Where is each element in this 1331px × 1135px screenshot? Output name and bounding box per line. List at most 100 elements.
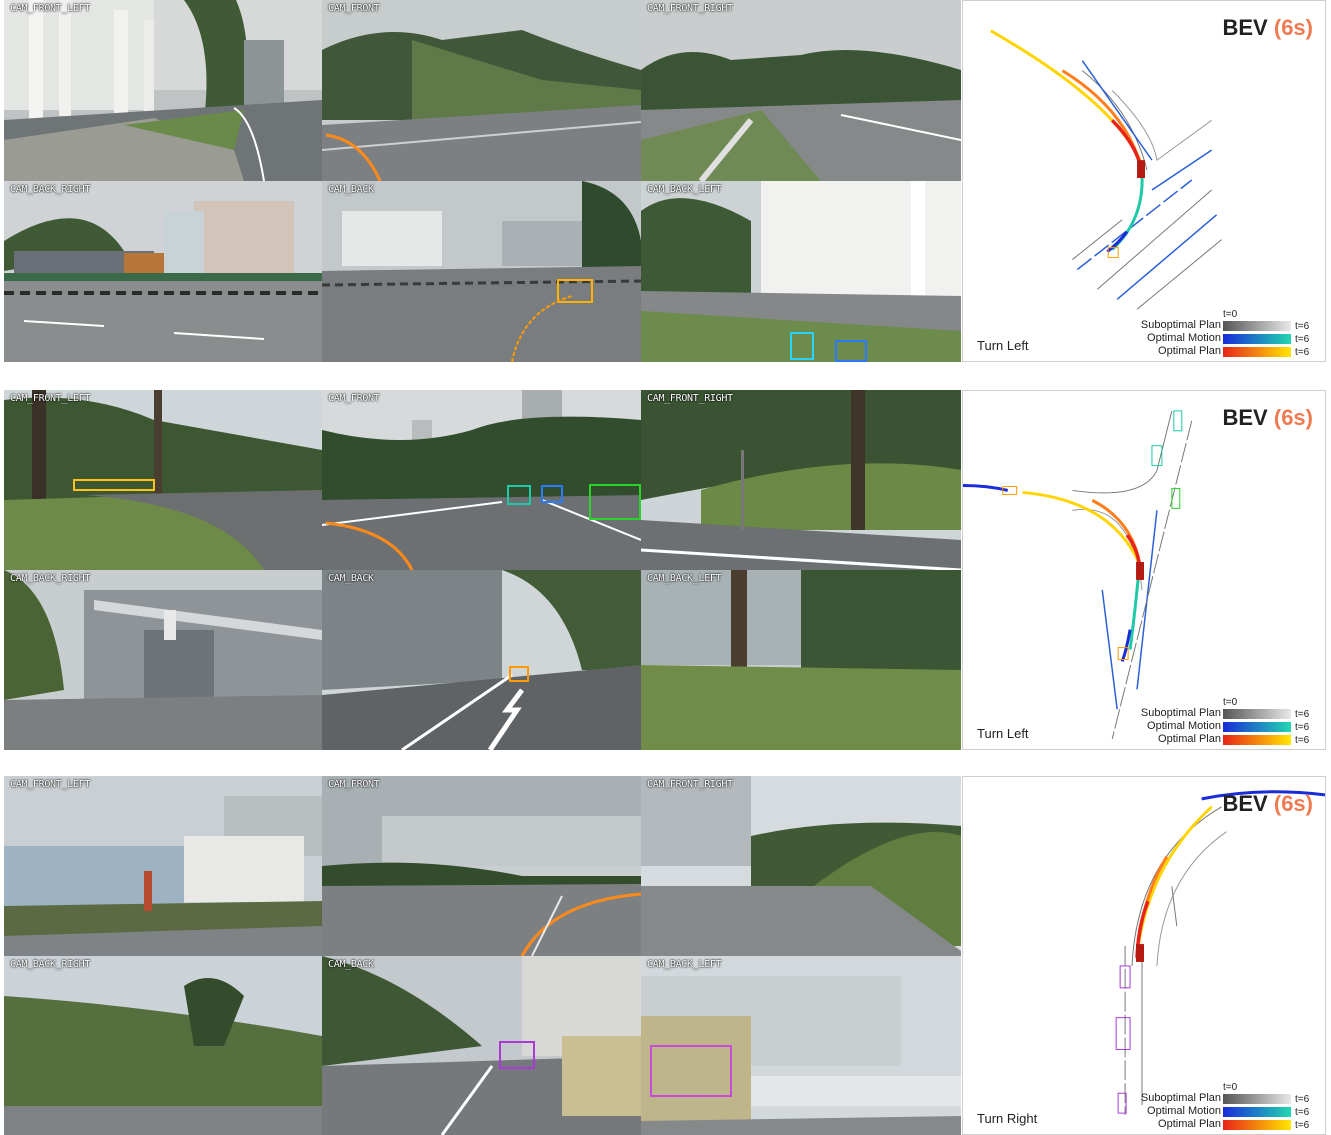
legend-t-start: t=0 [1223, 697, 1238, 708]
legend-label: Optimal Motion [1147, 720, 1221, 732]
cam-back-right-view: CAM_BACK_RIGHT [4, 570, 322, 750]
cam-front-left-view: CAM_FRONT_LEFT [4, 0, 322, 181]
camera-label: CAM_BACK [328, 573, 374, 584]
cam-back-view: CAM_BACK [322, 956, 641, 1135]
camera-label: CAM_FRONT_LEFT [10, 393, 91, 404]
camera-label: CAM_FRONT_RIGHT [647, 779, 733, 790]
cam-front-view: CAM_FRONT [322, 776, 641, 956]
cam-front-right-view: CAM_FRONT_RIGHT [641, 390, 961, 570]
legend-t-end: t=6 [1295, 1094, 1310, 1105]
legend-optimal-plan: Optimal Plan t=6 [1123, 733, 1319, 746]
legend-gradient [1223, 735, 1291, 745]
camera-label: CAM_BACK_RIGHT [10, 184, 91, 195]
camera-label: CAM_FRONT_RIGHT [647, 3, 733, 14]
bev-duration: (6s) [1273, 791, 1313, 816]
bev-legend: t=0 Suboptimal Plan t=6 Optimal Motion t… [1123, 309, 1319, 358]
cam-back-right-view: CAM_BACK_RIGHT [4, 181, 322, 362]
camera-grid-2: CAM_FRONT_LEFT CAM_FRONT [4, 390, 961, 750]
cam-front-right-view: CAM_FRONT_RIGHT [641, 0, 961, 181]
camera-label: CAM_FRONT_RIGHT [647, 393, 733, 404]
legend-label: Suboptimal Plan [1140, 319, 1221, 331]
legend-optimal-motion: Optimal Motion t=6 [1123, 720, 1319, 733]
legend-label: Optimal Motion [1147, 1105, 1221, 1117]
camera-label: CAM_BACK [328, 184, 374, 195]
camera-label: CAM_BACK [328, 959, 374, 970]
cam-front-left-view: CAM_FRONT_LEFT [4, 390, 322, 570]
bev-title: BEV (6s) [1223, 15, 1314, 41]
legend-t-end: t=6 [1295, 735, 1310, 746]
legend-optimal-motion: Optimal Motion t=6 [1123, 1105, 1319, 1118]
legend-gradient [1223, 709, 1291, 719]
bev-map-3 [1115, 790, 1325, 1116]
camera-label: CAM_FRONT [328, 393, 380, 404]
cam-front-view: CAM_FRONT [322, 0, 641, 181]
legend-label: Suboptimal Plan [1140, 1092, 1221, 1104]
legend-optimal-plan: Optimal Plan t=6 [1123, 1118, 1319, 1131]
legend-suboptimal-plan: Suboptimal Plan t=6 [1123, 707, 1319, 720]
bev-map-2 [963, 410, 1193, 740]
legend-t-end: t=6 [1295, 334, 1310, 345]
bev-title-text: BEV [1222, 405, 1268, 430]
legend-t-end: t=6 [1295, 321, 1310, 332]
legend-label: Suboptimal Plan [1140, 707, 1221, 719]
camera-label: CAM_FRONT [328, 3, 380, 14]
camera-label: CAM_BACK_RIGHT [10, 573, 91, 584]
legend-optimal-plan: Optimal Plan t=6 [1123, 345, 1319, 358]
camera-label: CAM_BACK_LEFT [647, 573, 722, 584]
bev-legend: t=0 Suboptimal Plan t=6 Optimal Motion t… [1123, 697, 1319, 746]
camera-label: CAM_BACK_RIGHT [10, 959, 91, 970]
cam-back-left-view: CAM_BACK_LEFT [641, 181, 961, 362]
cam-back-view: CAM_BACK [322, 570, 641, 750]
legend-optimal-motion: Optimal Motion t=6 [1123, 332, 1319, 345]
cam-back-right-view: CAM_BACK_RIGHT [4, 956, 322, 1135]
legend-label: Optimal Motion [1147, 332, 1221, 344]
legend-label: Optimal Plan [1158, 733, 1221, 745]
cam-front-view: CAM_FRONT [322, 390, 641, 570]
bev-panel-3: BEV (6s) Turn Right t=0 Suboptimal Plan … [962, 776, 1326, 1135]
bev-title: BEV (6s) [1223, 791, 1314, 817]
legend-gradient [1223, 722, 1291, 732]
maneuver-label: Turn Left [977, 726, 1029, 741]
legend-t-end: t=6 [1295, 1107, 1310, 1118]
legend-t-start: t=0 [1223, 1082, 1238, 1093]
legend-t-end: t=6 [1295, 709, 1310, 720]
bev-panel-2: BEV (6s) Turn Left t=0 Suboptimal Plan t… [962, 390, 1326, 750]
cam-back-left-view: CAM_BACK_LEFT [641, 570, 961, 750]
bev-duration: (6s) [1273, 405, 1313, 430]
bev-title-text: BEV [1222, 15, 1268, 40]
legend-suboptimal-plan: Suboptimal Plan t=6 [1123, 319, 1319, 332]
camera-label: CAM_FRONT [328, 779, 380, 790]
scene-row-3: CAM_FRONT_LEFT CAM_FRONT CAM_FRO [0, 776, 1331, 1135]
bev-legend: t=0 Suboptimal Plan t=6 Optimal Motion t… [1123, 1082, 1319, 1131]
cam-back-left-view: CAM_BACK_LEFT [641, 956, 961, 1135]
cam-front-right-view: CAM_FRONT_RIGHT [641, 776, 961, 956]
camera-label: CAM_FRONT_LEFT [10, 3, 91, 14]
scene-row-1: CAM_FRONT_LEFT CAM_FRONT CAM_FRO [0, 0, 1331, 362]
camera-grid-3: CAM_FRONT_LEFT CAM_FRONT CAM_FRO [4, 776, 961, 1135]
legend-gradient [1223, 1094, 1291, 1104]
scene-row-2: CAM_FRONT_LEFT CAM_FRONT [0, 390, 1331, 750]
cam-front-left-view: CAM_FRONT_LEFT [4, 776, 322, 956]
legend-t-end: t=6 [1295, 722, 1310, 733]
bev-map-1 [990, 29, 1222, 310]
legend-gradient [1223, 321, 1291, 331]
maneuver-label: Turn Right [977, 1111, 1038, 1126]
legend-t-end: t=6 [1295, 347, 1310, 358]
bev-title-text: BEV [1222, 791, 1268, 816]
legend-t-end: t=6 [1295, 1120, 1310, 1131]
maneuver-label: Turn Left [977, 338, 1029, 353]
camera-grid-1: CAM_FRONT_LEFT CAM_FRONT CAM_FRO [4, 0, 961, 362]
legend-label: Optimal Plan [1158, 345, 1221, 357]
bev-duration: (6s) [1273, 15, 1313, 40]
camera-label: CAM_FRONT_LEFT [10, 779, 91, 790]
legend-gradient [1223, 1120, 1291, 1130]
legend-t-start: t=0 [1223, 309, 1238, 320]
legend-gradient [1223, 1107, 1291, 1117]
legend-gradient [1223, 347, 1291, 357]
bev-title: BEV (6s) [1223, 405, 1314, 431]
bev-panel-1: BEV (6s) Turn Left t=0 Suboptimal Plan t… [962, 0, 1326, 362]
cam-back-view: CAM_BACK [322, 181, 641, 362]
legend-suboptimal-plan: Suboptimal Plan t=6 [1123, 1092, 1319, 1105]
legend-label: Optimal Plan [1158, 1118, 1221, 1130]
legend-gradient [1223, 334, 1291, 344]
